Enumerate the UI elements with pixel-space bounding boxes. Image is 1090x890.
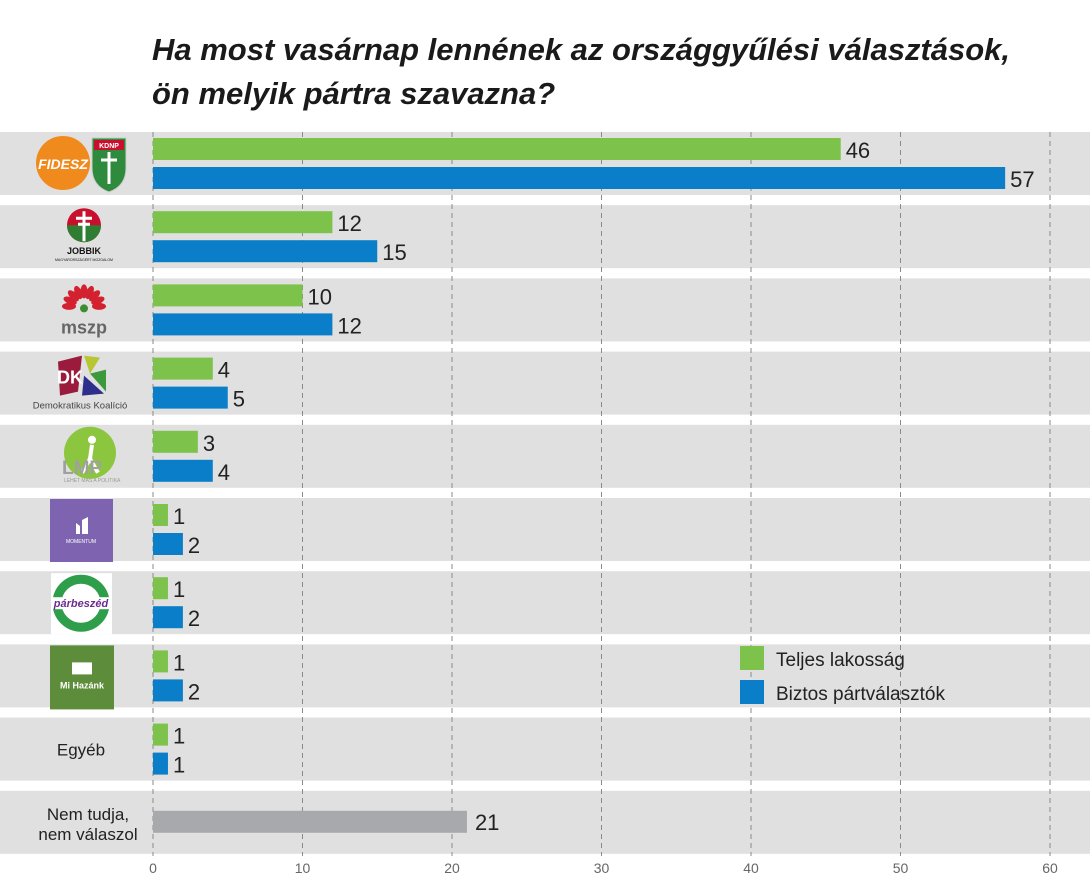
data-label: 57 [1010,167,1034,192]
row-background [0,717,1090,781]
data-label: 1 [173,577,185,602]
bar-teljes [153,577,168,600]
chart-title: Ha most vasárnap lennének az országgyűlé… [152,32,1011,111]
data-label: 1 [173,650,185,675]
bar-biztos [153,752,168,775]
legend-label: Biztos pártválasztók [776,684,945,705]
mszp-center [80,304,88,313]
data-label: 15 [382,240,406,265]
lmp-walker-head [88,435,96,444]
bar-biztos [153,533,183,555]
legend-swatch [740,680,764,704]
data-label: 1 [173,724,185,749]
x-tick-label: 30 [594,860,610,876]
bar-teljes [153,430,198,453]
mszp-logo-text: mszp [61,317,107,337]
mi-hazank-bg [50,645,114,710]
dk-shape [84,355,100,374]
fidesz-logo-circle [36,136,90,190]
bar-biztos [153,679,183,702]
bar-teljes [153,211,333,234]
parbeszed-logo: párbeszéd [51,573,112,635]
category-label-egyeb: Egyéb [57,741,105,760]
data-label: 4 [218,460,230,485]
mszp-logo: mszp [61,284,107,337]
bar-biztos [153,313,333,336]
mi-hazank-logo-text: Mi Hazánk [60,680,105,690]
kdnp-cross [101,152,117,184]
legend-swatch [740,646,764,670]
x-tick-label: 0 [149,860,157,876]
jobbik-cross [76,211,92,242]
bar-biztos [153,459,213,482]
x-tick-label: 20 [444,860,460,876]
data-label: 2 [188,533,200,558]
x-tick-label: 40 [743,860,759,876]
bar-teljes [153,723,168,746]
dk-shape [90,369,106,392]
data-label: 2 [188,606,200,631]
bar-biztos [153,606,183,629]
bar-undecided [153,810,467,833]
bar-teljes [153,284,303,307]
kdnp-logo-text: KDNP [99,143,119,150]
data-label: 21 [475,810,499,835]
data-label: 10 [308,284,332,309]
bar-teljes [153,357,213,380]
mszp-petal [91,296,105,305]
momentum-mark [76,517,88,534]
category-label-nem-tudja: Nem tudja, [47,805,129,824]
mszp-petal [89,290,101,302]
bar-teljes [153,504,168,526]
dk-shape [82,375,104,396]
data-label: 12 [337,313,361,338]
lmp-logo-subtext: LEHET MÁS A POLITIKA [64,477,121,484]
data-label: 46 [846,138,870,163]
jobbik-logo-subtext: MAGYARORSZÁGÉRT MOZGALOM [55,257,113,262]
dk-logo: DK Demokratikus Koalíció [33,355,128,412]
bar-teljes [153,650,168,673]
kdnp-band [94,140,124,150]
dk-logo-subtext: Demokratikus Koalíció [33,401,128,412]
data-label: 2 [188,679,200,704]
dk-shape [58,355,82,396]
momentum-logo-text: MOMENTUM [66,539,96,545]
data-label: 3 [203,431,215,456]
bar-biztos [153,386,228,409]
data-label: 5 [233,387,245,412]
legend-label: Teljes lakosság [776,650,905,671]
parbeszed-logo-text: párbeszéd [53,598,109,610]
data-label: 1 [173,504,185,529]
fidesz-logo-text: FIDESZ [38,156,88,172]
momentum-bg [50,499,113,562]
data-label: 4 [218,358,230,383]
lmp-walker [80,444,100,474]
mi-hazank-flag [72,662,92,675]
x-tick-label: 50 [893,860,909,876]
x-tick-label: 10 [295,860,311,876]
jobbik-logo-text: JOBBIK [67,246,102,256]
mi-hazank-logo: Mi Hazánk [50,645,114,710]
mszp-petal [74,285,83,300]
category-label-nem-tudja: nem válaszol [38,825,137,844]
momentum-logo: MOMENTUM [50,499,113,562]
mszp-petal [67,290,79,302]
lmp-logo-text: LMP [62,458,102,479]
data-label: 12 [337,211,361,236]
bar-biztos [153,167,1006,189]
mszp-petal [92,302,106,310]
x-tick-label: 60 [1042,860,1058,876]
parbeszed-gap [51,597,112,610]
bar-teljes [153,138,841,160]
fidesz-kdnp-logo: FIDESZ KDNP [36,136,127,193]
bar-biztos [153,240,378,263]
data-label: 1 [173,753,185,778]
dk-logo-text: DK [57,368,83,388]
